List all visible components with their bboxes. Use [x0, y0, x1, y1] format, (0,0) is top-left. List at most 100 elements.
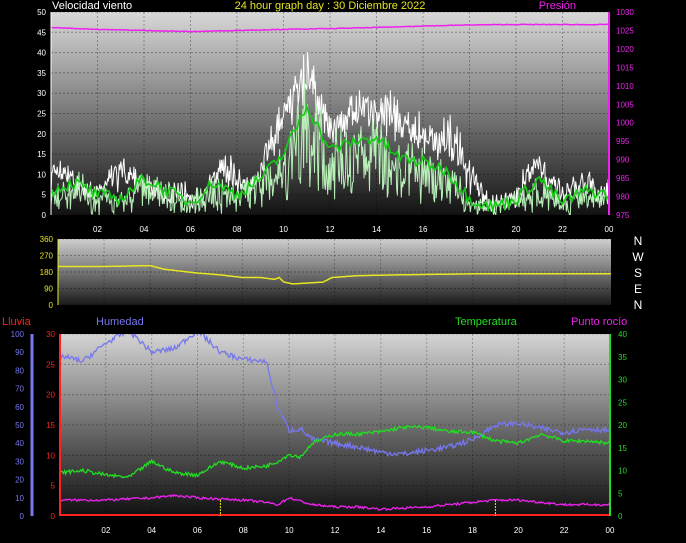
temperature-y-tick-label: 35: [618, 353, 627, 362]
pressure-y-tick-label: 985: [616, 174, 630, 183]
pressure-y-tick-label: 995: [616, 137, 630, 146]
rain-y-ticks: 0 5 10 15 20 25 30: [46, 330, 55, 521]
wind-y-tick-label: 15: [37, 150, 46, 159]
humidity-y-tick-label: 90: [15, 348, 24, 357]
direction-plot-area: [58, 264, 611, 285]
wind-x-tick-label: 22: [558, 225, 567, 234]
compass-label-e: E: [634, 282, 642, 296]
wind-x-tick-label: 00: [605, 225, 614, 234]
wind-x-tick-label: 14: [372, 225, 381, 234]
direction-y-ticks: 0 90 180 270 360: [40, 235, 54, 310]
wind-plot-background: [51, 12, 609, 215]
temperature-y-tick-label: 5: [618, 489, 623, 498]
humidity-y-tick-label: 100: [11, 330, 25, 339]
chart-title: 24 hour graph day : 30 Diciembre 2022: [235, 0, 426, 12]
humidity-y-tick-label: 10: [15, 494, 24, 503]
direction-y-tick-label: 0: [49, 301, 54, 310]
wind-speed-line: [51, 81, 609, 215]
wind-x-tick-label: 12: [326, 225, 335, 234]
humidity-y-tick-label: 80: [15, 366, 24, 375]
humidity-x-tick-label: 22: [560, 526, 569, 535]
temperature-y-tick-label: 10: [618, 467, 627, 476]
humidity-x-tick-label: 00: [606, 526, 615, 535]
wind-y-tick-label: 20: [37, 130, 46, 139]
humidity-plot-area: [60, 334, 610, 516]
wind-x-ticks: 02 04 06 08 10 12 14 16 18 20 22 00: [93, 225, 614, 234]
humidity-x-ticks: 02 04 06 08 10 12 14 16 18 20 22 00: [101, 526, 615, 535]
pressure-y-tick-label: 1030: [616, 8, 634, 17]
pressure-y-tick-label: 975: [616, 211, 630, 220]
rain-y-tick-label: 15: [46, 421, 55, 430]
temperature-y-tick-label: 25: [618, 398, 627, 407]
wind-x-tick-label: 16: [419, 225, 428, 234]
direction-plot-background: [58, 239, 611, 305]
wind-x-tick-label: 08: [233, 225, 242, 234]
humidity-y-tick-label: 20: [15, 476, 24, 485]
wind-x-tick-label: 04: [140, 225, 149, 234]
humidity-y-tick-label: 0: [20, 512, 25, 521]
rain-label: Lluvia: [2, 316, 32, 328]
compass-label-s: S: [634, 266, 642, 280]
temperature-y-ticks: 0 5 10 15 20 25 30 35 40: [618, 330, 627, 521]
pressure-y-tick-label: 990: [616, 156, 630, 165]
humidity-y-tick-label: 60: [15, 403, 24, 412]
humidity-x-tick-label: 10: [285, 526, 294, 535]
dew-point-label: Punto rocío: [571, 316, 627, 328]
compass-label-n: N: [634, 298, 643, 312]
temperature-y-tick-label: 30: [618, 376, 627, 385]
wind-y-tick-label: 35: [37, 69, 46, 78]
humidity-line: [60, 334, 610, 457]
rain-y-tick-label: 30: [46, 330, 55, 339]
direction-grid: [58, 238, 611, 306]
humidity-x-tick-label: 18: [468, 526, 477, 535]
pressure-label: Presión: [539, 0, 576, 12]
dew-point-line: [60, 493, 610, 511]
wind-grid: [51, 11, 610, 216]
pressure-y-tick-label: 1020: [616, 45, 634, 54]
humidity-y-tick-label: 50: [15, 421, 24, 430]
pressure-y-ticks: 975 980 985 990 995 1000 1005 1010 1015 1020 1025 1…: [616, 8, 634, 220]
humidity-x-tick-label: 08: [239, 526, 248, 535]
wind-y-tick-label: 5: [42, 191, 47, 200]
direction-y-tick-label: 180: [40, 268, 54, 277]
humidity-label: Humedad: [96, 316, 144, 328]
direction-y-tick-label: 90: [44, 285, 53, 294]
humidity-plot-background: [60, 334, 610, 516]
rain-y-tick-label: 10: [46, 451, 55, 460]
temperature-y-tick-label: 20: [618, 421, 627, 430]
humidity-x-tick-label: 14: [376, 526, 385, 535]
pressure-y-tick-label: 1005: [616, 100, 634, 109]
wind-speed-label: Velocidad viento: [52, 0, 132, 12]
wind-average-line: [51, 103, 609, 214]
direction-y-tick-label: 270: [40, 252, 54, 261]
temperature-y-tick-label: 15: [618, 444, 627, 453]
pressure-y-tick-label: 1000: [616, 119, 634, 128]
wind-y-tick-label: 50: [37, 8, 46, 17]
pressure-y-tick-label: 1015: [616, 63, 634, 72]
compass-label-w: W: [632, 250, 644, 264]
wind-x-tick-label: 02: [93, 225, 102, 234]
wind-plot-area: [51, 23, 609, 215]
direction-y-tick-label: 360: [40, 235, 54, 244]
humidity-y-tick-label: 70: [15, 385, 24, 394]
wind-x-tick-label: 10: [279, 225, 288, 234]
temperature-label: Temperatura: [455, 316, 518, 328]
wind-x-tick-label: 20: [512, 225, 521, 234]
humidity-y-ticks: 0 10 20 30 40 50 60 70 80 90 100: [11, 330, 25, 521]
pressure-y-tick-label: 1025: [616, 26, 634, 35]
humidity-x-tick-label: 20: [514, 526, 523, 535]
wind-direction-line: [58, 264, 611, 285]
wind-y-tick-label: 10: [37, 170, 46, 179]
temperature-line: [60, 424, 610, 479]
humidity-y-tick-label: 40: [15, 439, 24, 448]
wind-y-tick-label: 0: [42, 211, 47, 220]
temperature-y-tick-label: 40: [618, 330, 627, 339]
humidity-x-tick-label: 16: [422, 526, 431, 535]
compass-label-n: N: [634, 234, 643, 248]
humidity-x-tick-label: 04: [147, 526, 156, 535]
wind-y-ticks: 0 5 10 15 20 25 30 35 40 45 50: [37, 8, 46, 220]
